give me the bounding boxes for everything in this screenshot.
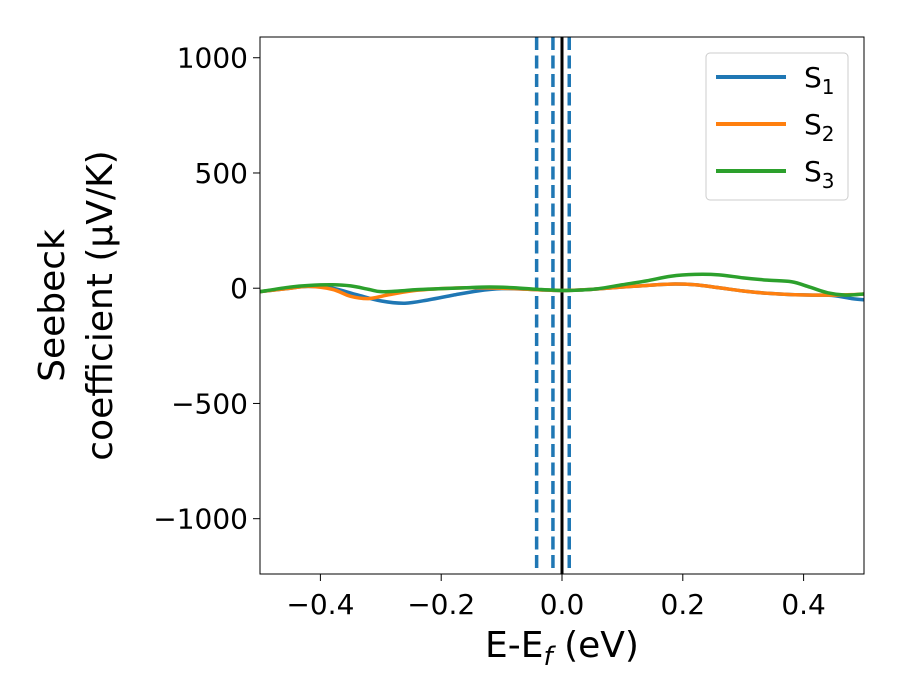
x-axis-ticks: −0.4 −0.2 0.0 0.2 0.4 <box>286 574 826 621</box>
y-axis-ticks: 1000 500 0 −500 −1000 <box>153 42 260 536</box>
y-tick-label: −1000 <box>153 503 248 536</box>
legend-label-s2: S2 <box>804 108 835 146</box>
x-axis-label: E-Ef (eV) <box>485 625 639 672</box>
y-tick-label: 1000 <box>177 42 248 75</box>
series-line-s3 <box>260 272 864 297</box>
x-tick-label: −0.2 <box>407 588 475 621</box>
x-tick-label: 0.0 <box>540 588 585 621</box>
x-axis-label-main: E-E <box>485 625 543 666</box>
y-tick-label: −500 <box>171 387 248 420</box>
legend-box <box>705 52 849 201</box>
y-axis-label-line2: coefficient (μV/K) <box>80 150 121 460</box>
legend: S1 S2 S3 <box>705 52 849 201</box>
legend-label-s3: S3 <box>804 155 835 193</box>
x-tick-label: 0.4 <box>781 588 826 621</box>
reference-lines <box>534 37 571 574</box>
y-axis-label-line1: Seebeck <box>32 229 73 382</box>
x-axis-label-unit: (eV) <box>553 625 639 666</box>
y-tick-label: 500 <box>195 157 248 190</box>
x-tick-label: 0.2 <box>661 588 706 621</box>
y-tick-label: 0 <box>230 272 248 305</box>
legend-label-s1: S1 <box>804 61 835 99</box>
series-lines <box>260 272 864 305</box>
x-tick-label: −0.4 <box>286 588 354 621</box>
